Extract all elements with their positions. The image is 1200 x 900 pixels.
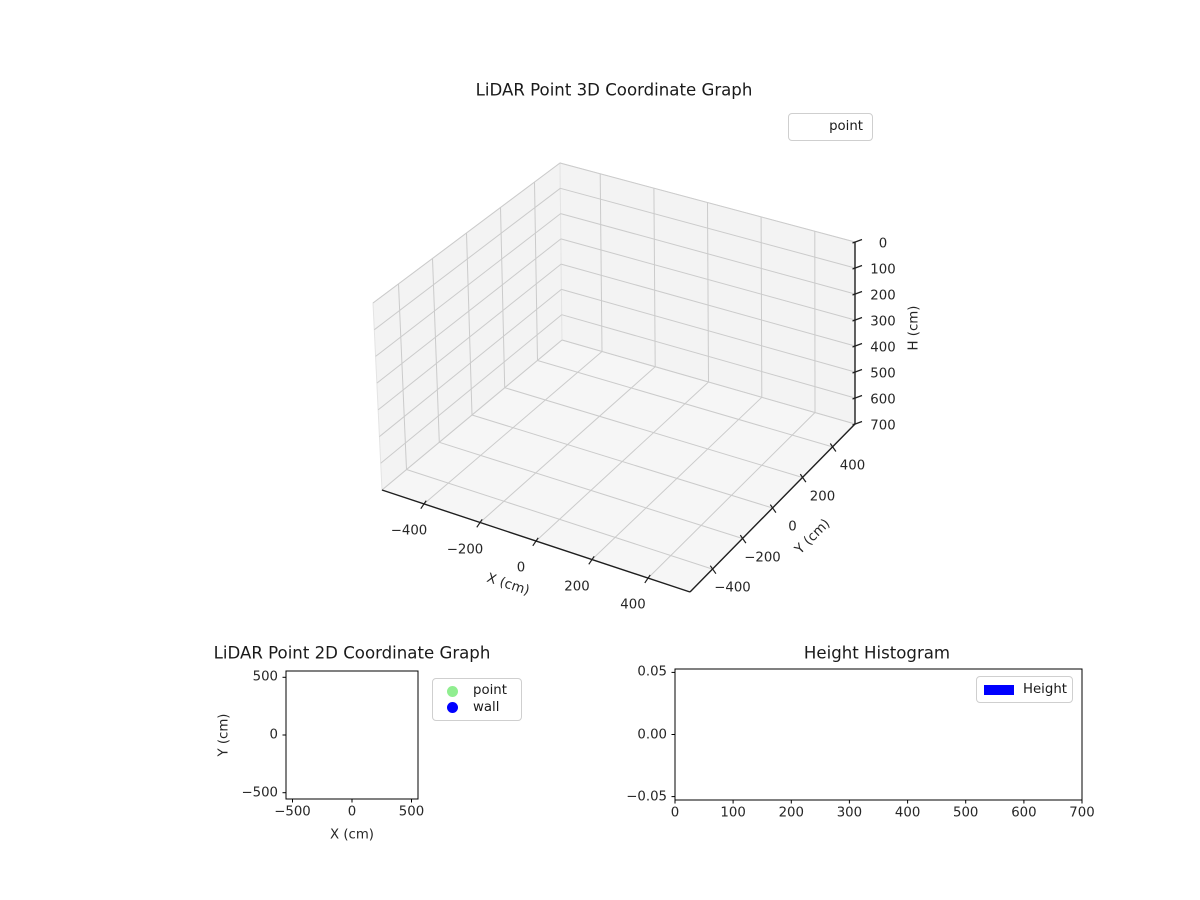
x-tick-label-hist: 0	[670, 805, 680, 821]
legend-handle-blank	[799, 122, 829, 132]
z-tick-3d	[852, 368, 863, 374]
gridline-x	[591, 396, 763, 560]
gridline-y	[534, 182, 538, 361]
y-tick-3d	[709, 565, 717, 575]
plot3d-legend: point	[788, 113, 873, 141]
z-tick-label-3d: 400	[870, 339, 896, 355]
legend-patch-height	[984, 684, 1014, 695]
x-tick-label-2d: 0	[347, 804, 357, 820]
legend-label-height: Height	[1023, 681, 1067, 697]
axes-2d	[285, 670, 419, 800]
x-tick-label-hist: 400	[894, 805, 921, 821]
x-tick-3d	[532, 537, 539, 547]
y-tick-label-2d: −500	[241, 785, 278, 801]
legend-dot-wall	[447, 702, 458, 714]
x-tick-3d	[588, 555, 595, 565]
y-tick-3d	[739, 534, 747, 544]
gridline-x	[707, 202, 709, 383]
plot2d-xlabel: X (cm)	[330, 827, 374, 843]
hist-title: Height Histogram	[803, 643, 951, 663]
x-tick-label-hist: 100	[720, 805, 746, 821]
plot2d-legend: point wall	[432, 678, 522, 721]
gridline-x	[647, 412, 816, 579]
y-tick-label-2d: 500	[252, 669, 278, 685]
x-tick-label-hist: 300	[836, 805, 863, 821]
z-tick-3d	[852, 316, 863, 322]
y-tick-3d	[769, 504, 777, 513]
legend-item-point: point	[441, 683, 513, 699]
y-tick-label-hist: 0.00	[637, 726, 667, 742]
hist-legend: Height	[976, 676, 1073, 703]
y-tick-label-3d: 0	[788, 519, 797, 535]
gridline-y	[500, 207, 506, 388]
x-tick-label-3d: −200	[446, 541, 484, 557]
z-tick-3d	[852, 342, 863, 348]
gridline-x	[599, 173, 603, 352]
z-tick-3d	[852, 238, 863, 244]
z-tick-label-3d: 0	[878, 235, 888, 251]
gridline-x	[423, 351, 603, 505]
x-tick-label-3d: 400	[620, 597, 646, 613]
x-tick-label-3d: −400	[390, 523, 428, 539]
plot2d-ylabel: Y (cm)	[216, 713, 232, 757]
x-tick-label-hist: 600	[1011, 805, 1037, 821]
z-tick-3d	[852, 394, 863, 400]
y-tick-label-2d: 0	[269, 727, 278, 743]
x-tick-label-2d: 500	[398, 804, 425, 820]
x-tick-label-hist: 200	[778, 805, 804, 821]
gridline-y	[466, 232, 473, 416]
gridline-x	[479, 366, 656, 523]
y-tick-label-hist: −0.05	[626, 788, 667, 804]
z-tick-3d	[852, 264, 863, 270]
gridline-x	[653, 188, 656, 367]
x-tick-label-3d: 200	[564, 578, 590, 594]
y-tick-3d	[799, 473, 807, 483]
y-tick-label-3d: −400	[714, 580, 751, 596]
z-tick-label-3d: 300	[870, 313, 896, 329]
plot2d-title: LiDAR Point 2D Coordinate Graph	[213, 643, 491, 663]
plot3d-legend-label: point	[829, 119, 863, 135]
legend-label-point: point	[473, 683, 507, 699]
x-tick-label-hist: 700	[1069, 805, 1095, 821]
plot3d-zlabel: H (cm)	[906, 305, 922, 351]
y-tick-label-3d: −200	[744, 549, 781, 565]
y-tick-label-hist: 0.05	[637, 664, 667, 680]
z-tick-label-3d: 700	[870, 417, 896, 433]
z-tick-label-3d: 600	[870, 391, 896, 407]
y-tick-label-3d: 200	[809, 488, 836, 504]
gridline-y	[432, 258, 440, 443]
legend-dot-point	[447, 685, 458, 697]
x-tick-label-hist: 500	[952, 805, 979, 821]
z-tick-label-3d: 200	[870, 287, 896, 303]
x-tick-label-3d: 0	[516, 560, 526, 576]
x-tick-3d	[420, 500, 427, 510]
legend-label-wall: wall	[473, 700, 500, 716]
gridline-x	[535, 381, 709, 542]
gridline-x	[760, 216, 763, 398]
y-tick-label-3d: 400	[839, 458, 866, 474]
x-tick-3d	[644, 574, 651, 584]
z-tick-label-3d: 100	[870, 261, 896, 277]
x-tick-3d	[476, 518, 483, 528]
gridline-y	[398, 283, 407, 470]
x-tick-label-2d: −500	[274, 804, 311, 820]
plot3d-title: LiDAR Point 3D Coordinate Graph	[475, 80, 753, 100]
y-tick-3d	[829, 443, 837, 452]
z-tick-label-3d: 500	[870, 365, 896, 381]
legend-item-wall: wall	[441, 700, 513, 716]
z-tick-3d	[852, 290, 863, 296]
z-tick-3d	[852, 420, 863, 426]
